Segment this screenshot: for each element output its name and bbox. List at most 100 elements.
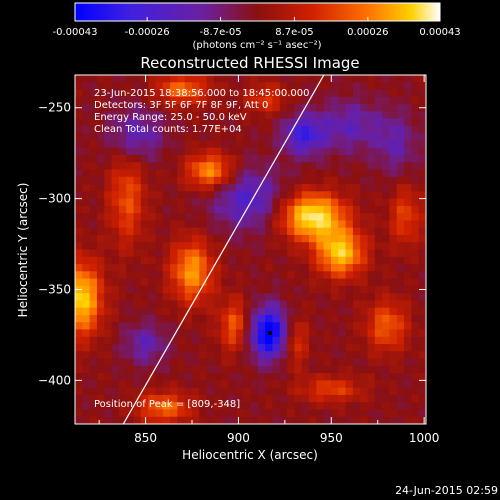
heatmap-cell xyxy=(235,89,244,98)
heatmap-cell xyxy=(418,162,426,170)
heatmap-cell xyxy=(316,205,325,214)
heatmap-cell xyxy=(89,329,98,338)
heatmap-cell xyxy=(382,285,390,294)
heatmap-cell xyxy=(177,118,186,127)
heatmap-cell xyxy=(243,394,251,403)
heatmap-cell xyxy=(192,394,200,403)
heatmap-cell xyxy=(148,387,156,396)
heatmap-cell xyxy=(294,365,303,374)
heatmap-cell xyxy=(75,278,83,287)
heatmap-cell xyxy=(221,394,229,403)
heatmap-cell xyxy=(330,227,339,236)
heatmap-cell xyxy=(140,373,149,381)
heatmap-cell xyxy=(396,329,405,338)
heatmap-cell xyxy=(148,205,156,214)
heatmap-cell xyxy=(360,242,368,250)
heatmap-cell xyxy=(170,344,178,352)
heatmap-cell xyxy=(177,184,186,192)
heatmap-cell xyxy=(301,133,310,141)
heatmap-cell xyxy=(235,104,244,112)
heatmap-cell xyxy=(82,184,91,192)
heatmap-cell xyxy=(309,336,317,345)
heatmap-cell xyxy=(257,89,266,98)
heatmap-cell xyxy=(396,285,405,294)
heatmap-cell xyxy=(75,111,83,120)
heatmap-cell xyxy=(133,409,142,418)
heatmap-cell xyxy=(235,169,244,178)
heatmap-cell xyxy=(338,118,346,127)
heatmap-cell xyxy=(126,133,134,141)
heatmap-cell xyxy=(89,234,98,243)
heatmap-cell xyxy=(111,96,120,105)
heatmap-cell xyxy=(89,89,98,98)
heatmap-cell xyxy=(133,344,142,352)
heatmap-cell xyxy=(360,373,368,381)
heatmap-cell xyxy=(404,271,412,279)
heatmap-cell xyxy=(206,329,215,338)
heatmap-cell xyxy=(199,314,208,323)
heatmap-cell xyxy=(345,140,354,149)
heatmap-cell xyxy=(118,220,127,229)
heatmap-cell xyxy=(213,227,222,236)
heatmap-cell xyxy=(360,176,368,185)
heatmap-cell xyxy=(265,322,273,330)
heatmap-cell xyxy=(316,140,325,149)
heatmap-cell xyxy=(279,322,288,330)
heatmap-cell xyxy=(243,176,251,185)
heatmap-cell xyxy=(199,285,208,294)
heatmap-cell xyxy=(104,111,112,120)
heatmap-cell xyxy=(140,249,149,258)
heatmap-cell xyxy=(396,271,405,279)
heatmap-cell xyxy=(243,125,251,134)
heatmap-cell xyxy=(323,285,332,294)
heatmap-cell xyxy=(265,191,273,199)
heatmap-cell xyxy=(177,242,186,250)
heatmap-cell xyxy=(309,147,317,156)
heatmap-cell xyxy=(118,365,127,374)
heatmap-cell xyxy=(404,205,412,214)
heatmap-cell xyxy=(206,242,215,250)
heatmap-cell xyxy=(382,278,390,287)
heatmap-cell xyxy=(155,402,164,410)
heatmap-cell xyxy=(338,394,346,403)
heatmap-cell xyxy=(374,256,383,265)
heatmap-cell xyxy=(82,118,91,127)
heatmap-cell xyxy=(345,162,354,170)
heatmap-cell xyxy=(82,314,91,323)
heatmap-cell xyxy=(345,351,354,359)
heatmap-cell xyxy=(396,234,405,243)
heatmap-cell xyxy=(352,373,361,381)
heatmap-cell xyxy=(250,416,259,424)
heatmap-cell xyxy=(140,111,149,120)
heatmap-cell xyxy=(323,191,332,199)
heatmap-cell xyxy=(418,111,426,120)
y-tick-label: −350 xyxy=(38,282,71,296)
heatmap-cell xyxy=(192,373,200,381)
heatmap-cell xyxy=(96,264,105,272)
heatmap-cell xyxy=(228,373,237,381)
heatmap-cell xyxy=(287,314,295,323)
heatmap-cell xyxy=(250,409,259,418)
heatmap-cell xyxy=(360,140,368,149)
heatmap-cell xyxy=(360,213,368,221)
heatmap-cell xyxy=(360,133,368,141)
heatmap-cell xyxy=(192,402,200,410)
heatmap-cell xyxy=(345,336,354,345)
heatmap-cell xyxy=(206,227,215,236)
heatmap-cell xyxy=(111,125,120,134)
heatmap-cell xyxy=(228,198,237,207)
heatmap-cell xyxy=(126,416,134,424)
heatmap-cell xyxy=(360,322,368,330)
heatmap-cell xyxy=(170,329,178,338)
heatmap-cell xyxy=(82,205,91,214)
heatmap-cell xyxy=(250,329,259,338)
heatmap-cell xyxy=(287,96,295,105)
heatmap-cell xyxy=(82,111,91,120)
heatmap-cell xyxy=(389,344,398,352)
heatmap-cell xyxy=(389,394,398,403)
heatmap-cell xyxy=(177,402,186,410)
heatmap-cell xyxy=(323,329,332,338)
heatmap-cell xyxy=(338,300,346,309)
heatmap-cell xyxy=(404,402,412,410)
heatmap-cell xyxy=(199,169,208,178)
